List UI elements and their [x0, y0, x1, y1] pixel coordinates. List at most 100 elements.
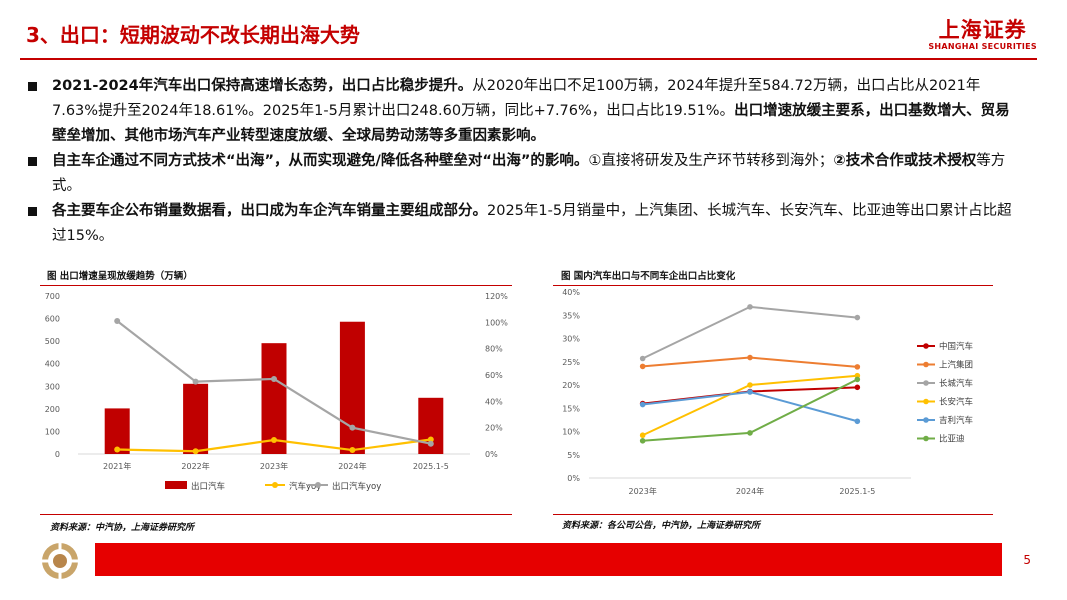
series-point [114, 318, 121, 325]
legend-marker [315, 482, 321, 488]
series-point [854, 314, 861, 321]
x-tick-label: 2022年 [181, 461, 209, 471]
bullet-2-part-4: 等方式。 [52, 153, 1006, 194]
series-point [854, 418, 861, 425]
series-point [747, 354, 753, 361]
series-point [854, 376, 861, 383]
x-tick-label: 2024年 [736, 486, 764, 496]
bullet-square-icon [28, 207, 37, 216]
header-divider [20, 58, 1037, 60]
series-point [854, 364, 861, 370]
x-tick-label: 2024年 [338, 461, 366, 471]
series-point [427, 436, 434, 443]
legend-marker [923, 417, 929, 423]
legend-label: 吉利汽车 [939, 415, 973, 426]
series-point [639, 355, 646, 362]
page-number: 5 [1023, 553, 1031, 567]
x-tick-label: 2023年 [628, 486, 656, 496]
series-point [271, 375, 277, 382]
company-share-line-chart: 0% 5% 10% 15% 20% 25% 30% 35% 40% 2023年 2024年 2025.… [562, 288, 973, 496]
right-source-rule [553, 514, 993, 515]
legend-label: 比亚迪 [939, 434, 965, 445]
bullet-item-2: 自主车企通过不同方式技术“出海”，从而实现避免/降低各种壁垒对“出海”的影响。①… [26, 149, 1016, 199]
brand-logo: 上海证券 SHANGHAI SECURITIES [928, 14, 1037, 51]
y-tick-label: 5% [567, 451, 580, 460]
legend-label: 汽车yoy [289, 481, 321, 492]
x-tick-label: 2021年 [103, 461, 131, 471]
legend-marker [923, 343, 929, 349]
bullet-3-part-1: 各主要车企公布销量数据看，出口成为车企汽车销量主要组成部分。 [52, 203, 487, 219]
y-tick-label: 40% [562, 288, 580, 297]
bullet-3-part-2: 2025年1-5月销量中，上汽集团、长城汽车、长安汽车、比亚迪等出口累计占比超过… [52, 203, 1012, 244]
bullet-1-part-1: 2021-2024年汽车出口保持高速增长态势，出口占比稳步提升。 [52, 78, 473, 94]
series-point [747, 304, 753, 310]
bullet-1-part-3: 出口增速放缓主要系，出口基数增大、贸易壁垒增加、其他市场汽车产业转型速度放缓、全… [52, 103, 1010, 144]
series-point [639, 438, 646, 444]
bullet-2-part-1: 自主车企通过不同方式技术“出海”，从而实现避免/降低各种壁垒对“出海”的影响。 [52, 153, 589, 169]
series-point [747, 430, 753, 436]
right-caption-rule [553, 285, 993, 286]
right-y-tick-label: 0% [485, 450, 498, 459]
right-y-tick-label: 20% [485, 424, 503, 433]
export-volume-bar [261, 343, 287, 454]
legend-marker [923, 361, 929, 368]
export-bar-line-chart: 0 100 200 300 400 500 600 700 0% 20% 40% 60% 80% 100%… [45, 292, 509, 492]
legend-label: 上汽集团 [939, 360, 973, 371]
left-source-rule [40, 514, 512, 515]
right-y-tick-label: 120% [485, 292, 508, 301]
export-volume-bar [183, 383, 209, 454]
page-title: 3、出口：短期波动不改长期出海大势 [26, 23, 360, 47]
series-point [349, 424, 356, 431]
series-line [642, 305, 858, 360]
series-point [271, 437, 277, 444]
legend-marker [923, 398, 929, 405]
right-chart-source: 资料来源：各公司公告，中汽协，上海证券研究所 [562, 521, 761, 531]
left-y-tick-label: 200 [45, 405, 60, 414]
y-tick-label: 30% [562, 335, 580, 344]
series-point [192, 448, 199, 455]
x-tick-label: 2025.1-5 [413, 462, 449, 471]
x-tick-label: 2023年 [260, 461, 288, 471]
company-emblem-icon [42, 543, 78, 579]
left-chart-caption: 图 出口增速呈现放缓趋势（万辆） [47, 271, 193, 282]
export-volume-bar [104, 408, 130, 454]
logo-english-text: SHANGHAI SECURITIES [928, 42, 1037, 51]
left-y-tick-label: 700 [45, 292, 60, 301]
bullet-square-icon [28, 82, 37, 91]
left-y-tick-label: 400 [45, 360, 60, 369]
right-y-tick-label: 40% [485, 397, 503, 406]
series-point [114, 446, 121, 453]
bullet-square-icon [28, 157, 37, 166]
bullet-1-part-2: 从2020年出口不足100万辆，2024年提升至584.72万辆，出口占比从20… [52, 78, 981, 119]
left-y-tick-label: 500 [45, 337, 60, 346]
y-tick-label: 20% [562, 381, 580, 390]
bullet-list: 2021-2024年汽车出口保持高速增长态势，出口占比稳步提升。从2020年出口… [26, 74, 1016, 249]
bullet-item-3: 各主要车企公布销量数据看，出口成为车企汽车销量主要组成部分。2025年1-5月销… [26, 199, 1016, 249]
bullet-2-part-2: ①直接将研发及生产环节转移到海外； [588, 153, 834, 169]
series-point [854, 384, 861, 391]
y-tick-label: 0% [567, 474, 580, 483]
left-y-tick-label: 0 [55, 450, 60, 459]
series-point [639, 363, 646, 370]
bullet-2-part-3: ②技术合作或技术授权 [833, 153, 977, 169]
footer-bar [95, 543, 1002, 576]
logo-chinese-text: 上海证券 [938, 18, 1027, 42]
export-volume-bar [339, 321, 365, 454]
legend-label: 长城汽车 [939, 378, 973, 389]
bullet-item-1: 2021-2024年汽车出口保持高速增长态势，出口占比稳步提升。从2020年出口… [26, 74, 1016, 149]
legend-label: 长安汽车 [939, 397, 973, 408]
legend-label: 出口汽车yoy [332, 481, 381, 492]
series-point [747, 382, 753, 388]
left-y-tick-label: 100 [45, 427, 60, 436]
right-y-tick-label: 100% [485, 318, 508, 327]
right-y-tick-label: 80% [485, 345, 503, 354]
y-tick-label: 10% [562, 428, 580, 437]
x-tick-label: 2025.1-5 [839, 487, 875, 496]
series-point [639, 401, 646, 408]
left-caption-rule [40, 285, 512, 286]
left-y-tick-label: 300 [45, 382, 60, 391]
y-tick-label: 15% [562, 404, 580, 413]
legend-bar-swatch [165, 481, 187, 489]
right-y-tick-label: 60% [485, 371, 503, 380]
left-y-tick-label: 600 [45, 315, 60, 324]
